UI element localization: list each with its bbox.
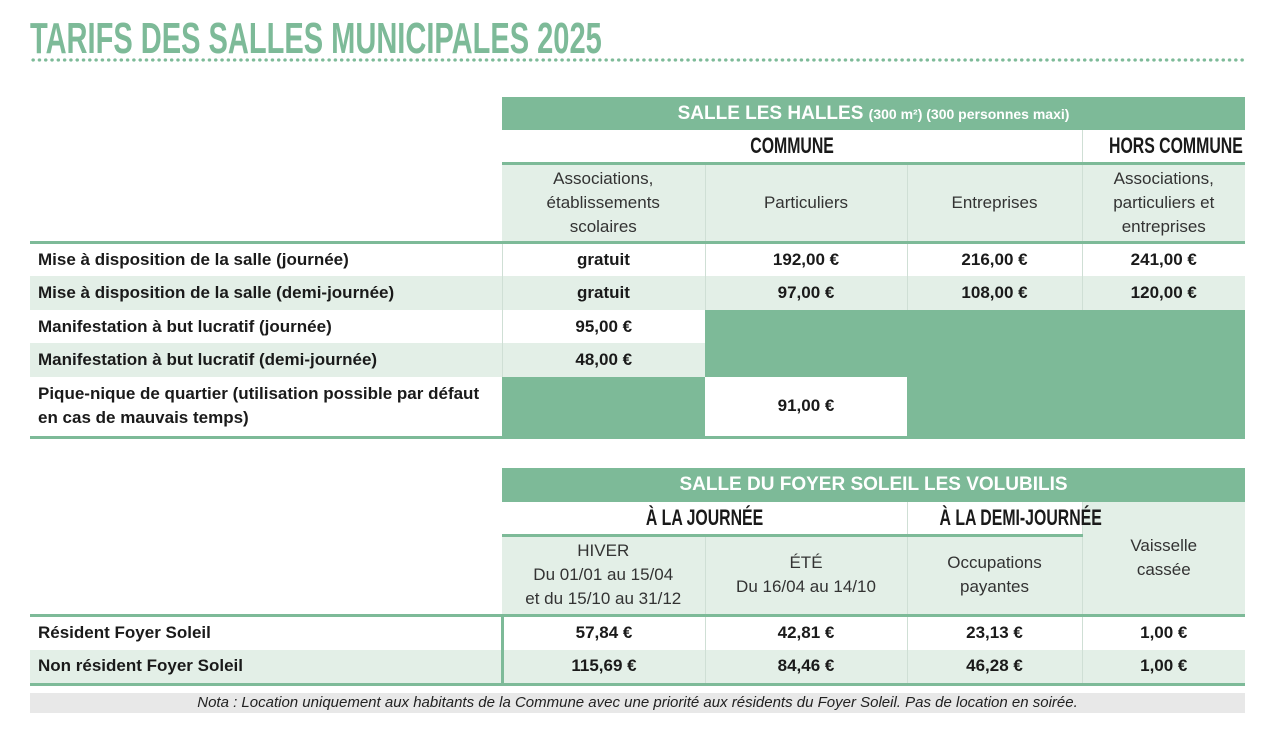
price-cell: 48,00 € bbox=[501, 343, 705, 377]
empty-cell bbox=[907, 377, 1246, 437]
table-row: Non résident Foyer Soleil 115,69 € 84,46… bbox=[30, 650, 1246, 684]
commune-header: COMMUNE bbox=[749, 132, 834, 158]
halles-table: SALLE LES HALLES (300 m²) (300 personnes… bbox=[30, 97, 1246, 439]
dotted-divider bbox=[30, 58, 1246, 62]
row-label: Mise à disposition de la salle (journée) bbox=[38, 249, 349, 269]
journee-header: À LA JOURNÉE bbox=[645, 504, 763, 530]
row-label: Mise à disposition de la salle (demi-jou… bbox=[38, 283, 395, 302]
nota-footer: Nota : Location uniquement aux habitants… bbox=[30, 693, 1245, 713]
row-label: Non résident Foyer Soleil bbox=[38, 656, 243, 676]
column-header: Associations, établissements scolaires bbox=[502, 163, 705, 242]
row-label: Manifestation à but lucratif (journée) bbox=[38, 316, 332, 336]
row-label: Manifestation à but lucratif (demi-journ… bbox=[38, 350, 378, 369]
table-row: Mise à disposition de la salle (journée)… bbox=[30, 242, 1246, 276]
price-cell: 91,00 € bbox=[777, 396, 835, 416]
row-label: Pique-nique de quartier (utilisation pos… bbox=[38, 384, 480, 428]
table-row: Mise à disposition de la salle (demi-jou… bbox=[30, 276, 1246, 310]
empty-cell bbox=[705, 310, 1246, 377]
price-cell: 46,28 € bbox=[906, 650, 1082, 684]
column-header-ete: ÉTÉ Du 16/04 au 14/10 bbox=[704, 535, 907, 615]
foyer-header: SALLE DU FOYER SOLEIL LES VOLUBILIS bbox=[502, 468, 1246, 502]
hors-commune-header: HORS COMMUNE bbox=[1108, 132, 1243, 158]
table-row: Résident Foyer Soleil 57,84 € 42,81 € 23… bbox=[30, 615, 1246, 650]
price-cell: 241,00 € bbox=[1081, 242, 1246, 276]
price-cell: 108,00 € bbox=[906, 276, 1082, 310]
price-cell: 97,00 € bbox=[704, 276, 907, 310]
price-cell: 42,81 € bbox=[704, 615, 907, 650]
halles-header: SALLE LES HALLES (300 m²) (300 personnes… bbox=[502, 97, 1246, 130]
table-row: Manifestation à but lucratif (journée) 9… bbox=[30, 310, 1246, 377]
price-cell: 216,00 € bbox=[906, 242, 1082, 276]
price-cell: gratuit bbox=[501, 242, 705, 276]
price-cell: 120,00 € bbox=[1081, 276, 1246, 310]
price-cell: 84,46 € bbox=[704, 650, 907, 684]
column-header-hiver: HIVER Du 01/01 au 15/04 et du 15/10 au 31/… bbox=[502, 535, 705, 615]
row-label: Résident Foyer Soleil bbox=[38, 623, 211, 643]
price-cell: 1,00 € bbox=[1081, 650, 1246, 684]
price-cell: 23,13 € bbox=[906, 615, 1082, 650]
price-cell: 57,84 € bbox=[500, 615, 705, 650]
empty-cell bbox=[502, 377, 705, 437]
column-header-occupations: Occupations payantes bbox=[906, 535, 1082, 615]
column-header: Associations, particuliers et entreprise… bbox=[1081, 163, 1246, 242]
column-header: Entreprises bbox=[906, 163, 1082, 242]
column-header-vaisselle: Vaisselle cassée bbox=[1081, 502, 1246, 615]
price-cell: 1,00 € bbox=[1081, 615, 1246, 650]
page-title: TARIFS DES SALLES MUNICIPALES 2025 bbox=[30, 14, 602, 63]
price-cell: gratuit bbox=[501, 276, 705, 310]
foyer-table: SALLE DU FOYER SOLEIL LES VOLUBILIS À LA… bbox=[30, 468, 1246, 686]
demi-journee-header: À LA DEMI-JOURNÉE bbox=[939, 504, 1102, 530]
table-row: Pique-nique de quartier (utilisation pos… bbox=[30, 377, 1246, 437]
price-cell: 115,69 € bbox=[500, 650, 705, 684]
price-cell: 95,00 € bbox=[501, 310, 705, 343]
column-header: Particuliers bbox=[704, 163, 907, 242]
price-cell: 192,00 € bbox=[704, 242, 907, 276]
